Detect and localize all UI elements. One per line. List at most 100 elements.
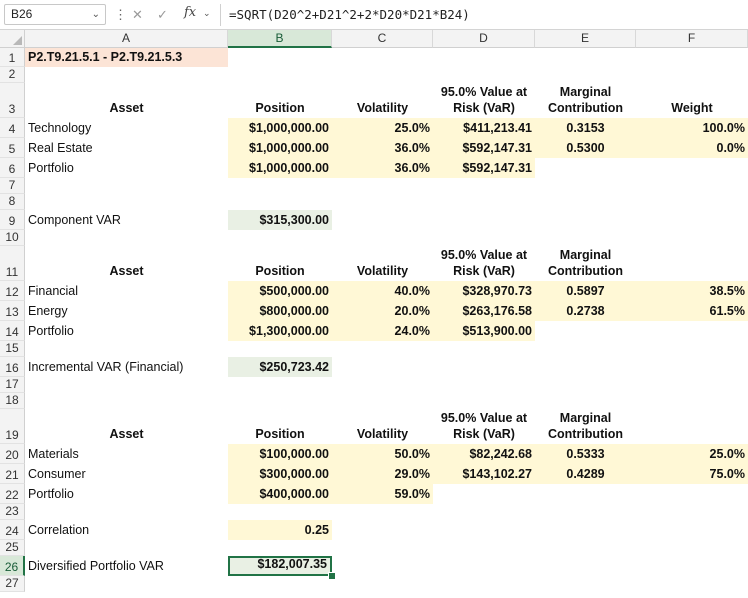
cell-b26[interactable]: $182,007.35 bbox=[228, 556, 332, 576]
row-header-13[interactable]: 13 bbox=[0, 301, 25, 321]
row-header-23[interactable]: 23 bbox=[0, 504, 25, 520]
row-header-10[interactable]: 10 bbox=[0, 230, 25, 246]
cell-f20[interactable]: 25.0% bbox=[636, 444, 748, 464]
cell-d4[interactable]: $411,213.41 bbox=[433, 118, 535, 138]
cell-d19[interactable]: 95.0% Value at Risk (VaR) bbox=[433, 409, 535, 444]
cell-c13[interactable]: 20.0% bbox=[332, 301, 433, 321]
more-options-icon[interactable]: ⋮ bbox=[114, 7, 127, 22]
cell-a1[interactable]: P2.T9.21.5.1 - P2.T9.21.5.3 bbox=[25, 48, 228, 67]
cell-b11[interactable]: Position bbox=[228, 246, 332, 281]
cell-b21[interactable]: $300,000.00 bbox=[228, 464, 332, 484]
row-header-5[interactable]: 5 bbox=[0, 138, 25, 158]
cell-c3[interactable]: Volatility bbox=[332, 83, 433, 118]
column-header-e[interactable]: E bbox=[535, 30, 636, 48]
row-header-11[interactable]: 11 bbox=[0, 246, 25, 281]
column-header-d[interactable]: D bbox=[433, 30, 535, 48]
row-header-16[interactable]: 16 bbox=[0, 357, 25, 377]
row-header-2[interactable]: 2 bbox=[0, 67, 25, 83]
row-header-1[interactable]: 1 bbox=[0, 48, 25, 67]
cell-d11[interactable]: 95.0% Value at Risk (VaR) bbox=[433, 246, 535, 281]
cell-a6[interactable]: Portfolio bbox=[25, 158, 228, 178]
row-header-15[interactable]: 15 bbox=[0, 341, 25, 357]
cell-c5[interactable]: 36.0% bbox=[332, 138, 433, 158]
cell-b5[interactable]: $1,000,000.00 bbox=[228, 138, 332, 158]
cell-d5[interactable]: $592,147.31 bbox=[433, 138, 535, 158]
row-header-25[interactable]: 25 bbox=[0, 540, 25, 556]
cell-d13[interactable]: $263,176.58 bbox=[433, 301, 535, 321]
cell-a19[interactable]: Asset bbox=[25, 409, 228, 444]
cell-c14[interactable]: 24.0% bbox=[332, 321, 433, 341]
chevron-down-icon[interactable]: ⌄ bbox=[203, 8, 211, 18]
cell-a21[interactable]: Consumer bbox=[25, 464, 228, 484]
cell-b13[interactable]: $800,000.00 bbox=[228, 301, 332, 321]
cell-d3[interactable]: 95.0% Value at Risk (VaR) bbox=[433, 83, 535, 118]
select-all-corner[interactable] bbox=[0, 30, 25, 48]
cell-d20[interactable]: $82,242.68 bbox=[433, 444, 535, 464]
cell-f13[interactable]: 61.5% bbox=[636, 301, 748, 321]
row-header-6[interactable]: 6 bbox=[0, 158, 25, 178]
row-header-3[interactable]: 3 bbox=[0, 83, 25, 118]
cell-a16[interactable]: Incremental VAR (Financial) bbox=[25, 357, 228, 377]
cell-a5[interactable]: Real Estate bbox=[25, 138, 228, 158]
insert-function-icon[interactable]: fx bbox=[184, 5, 197, 20]
row-header-26[interactable]: 26 bbox=[0, 556, 25, 576]
cell-d12[interactable]: $328,970.73 bbox=[433, 281, 535, 301]
cell-e3[interactable]: Marginal Contribution bbox=[535, 83, 636, 118]
cell-f12[interactable]: 38.5% bbox=[636, 281, 748, 301]
fill-handle[interactable] bbox=[328, 572, 336, 580]
cell-c4[interactable]: 25.0% bbox=[332, 118, 433, 138]
cell-b16[interactable]: $250,723.42 bbox=[228, 357, 332, 377]
cancel-icon[interactable]: ✕ bbox=[132, 7, 143, 22]
cell-b12[interactable]: $500,000.00 bbox=[228, 281, 332, 301]
cell-a24[interactable]: Correlation bbox=[25, 520, 228, 540]
name-box[interactable]: B26 ⌄ bbox=[4, 4, 106, 25]
cell-a13[interactable]: Energy bbox=[25, 301, 228, 321]
cell-e20[interactable]: 0.5333 bbox=[535, 444, 636, 464]
cell-e19[interactable]: Marginal Contribution bbox=[535, 409, 636, 444]
row-header-8[interactable]: 8 bbox=[0, 194, 25, 210]
cell-b20[interactable]: $100,000.00 bbox=[228, 444, 332, 464]
cell-a22[interactable]: Portfolio bbox=[25, 484, 228, 504]
column-header-b[interactable]: B bbox=[228, 30, 332, 48]
row-header-9[interactable]: 9 bbox=[0, 210, 25, 230]
cell-a9[interactable]: Component VAR bbox=[25, 210, 228, 230]
cell-a14[interactable]: Portfolio bbox=[25, 321, 228, 341]
cell-b9[interactable]: $315,300.00 bbox=[228, 210, 332, 230]
cell-e21[interactable]: 0.4289 bbox=[535, 464, 636, 484]
cell-b24[interactable]: 0.25 bbox=[228, 520, 332, 540]
cell-d21[interactable]: $143,102.27 bbox=[433, 464, 535, 484]
formula-input[interactable]: =SQRT(D20^2+D21^2+2*D20*D21*B24) bbox=[229, 7, 470, 22]
cell-d14[interactable]: $513,900.00 bbox=[433, 321, 535, 341]
column-header-a[interactable]: A bbox=[25, 30, 228, 48]
cell-d6[interactable]: $592,147.31 bbox=[433, 158, 535, 178]
column-header-c[interactable]: C bbox=[332, 30, 433, 48]
row-header-27[interactable]: 27 bbox=[0, 576, 25, 592]
cell-c21[interactable]: 29.0% bbox=[332, 464, 433, 484]
chevron-down-icon[interactable]: ⌄ bbox=[91, 9, 100, 20]
cell-f4[interactable]: 100.0% bbox=[636, 118, 748, 138]
cell-e13[interactable]: 0.2738 bbox=[535, 301, 636, 321]
row-header-18[interactable]: 18 bbox=[0, 393, 25, 409]
cell-c6[interactable]: 36.0% bbox=[332, 158, 433, 178]
cell-f5[interactable]: 0.0% bbox=[636, 138, 748, 158]
cell-b4[interactable]: $1,000,000.00 bbox=[228, 118, 332, 138]
cell-e5[interactable]: 0.5300 bbox=[535, 138, 636, 158]
row-header-22[interactable]: 22 bbox=[0, 484, 25, 504]
cell-b14[interactable]: $1,300,000.00 bbox=[228, 321, 332, 341]
cell-e4[interactable]: 0.3153 bbox=[535, 118, 636, 138]
cell-f3[interactable]: Weight bbox=[636, 83, 748, 118]
row-header-7[interactable]: 7 bbox=[0, 178, 25, 194]
cell-a4[interactable]: Technology bbox=[25, 118, 228, 138]
row-header-4[interactable]: 4 bbox=[0, 118, 25, 138]
cell-c22[interactable]: 59.0% bbox=[332, 484, 433, 504]
cell-b3[interactable]: Position bbox=[228, 83, 332, 118]
cell-f21[interactable]: 75.0% bbox=[636, 464, 748, 484]
cell-b6[interactable]: $1,000,000.00 bbox=[228, 158, 332, 178]
row-header-24[interactable]: 24 bbox=[0, 520, 25, 540]
spreadsheet-grid[interactable]: A B C D E F 1 2 3 4 5 6 7 8 9 10 11 12 13 14 15 16 17 18 19 20 21 2… bbox=[0, 30, 748, 598]
cell-c11[interactable]: Volatility bbox=[332, 246, 433, 281]
cell-a20[interactable]: Materials bbox=[25, 444, 228, 464]
row-header-20[interactable]: 20 bbox=[0, 444, 25, 464]
cell-a11[interactable]: Asset bbox=[25, 246, 228, 281]
cell-c19[interactable]: Volatility bbox=[332, 409, 433, 444]
